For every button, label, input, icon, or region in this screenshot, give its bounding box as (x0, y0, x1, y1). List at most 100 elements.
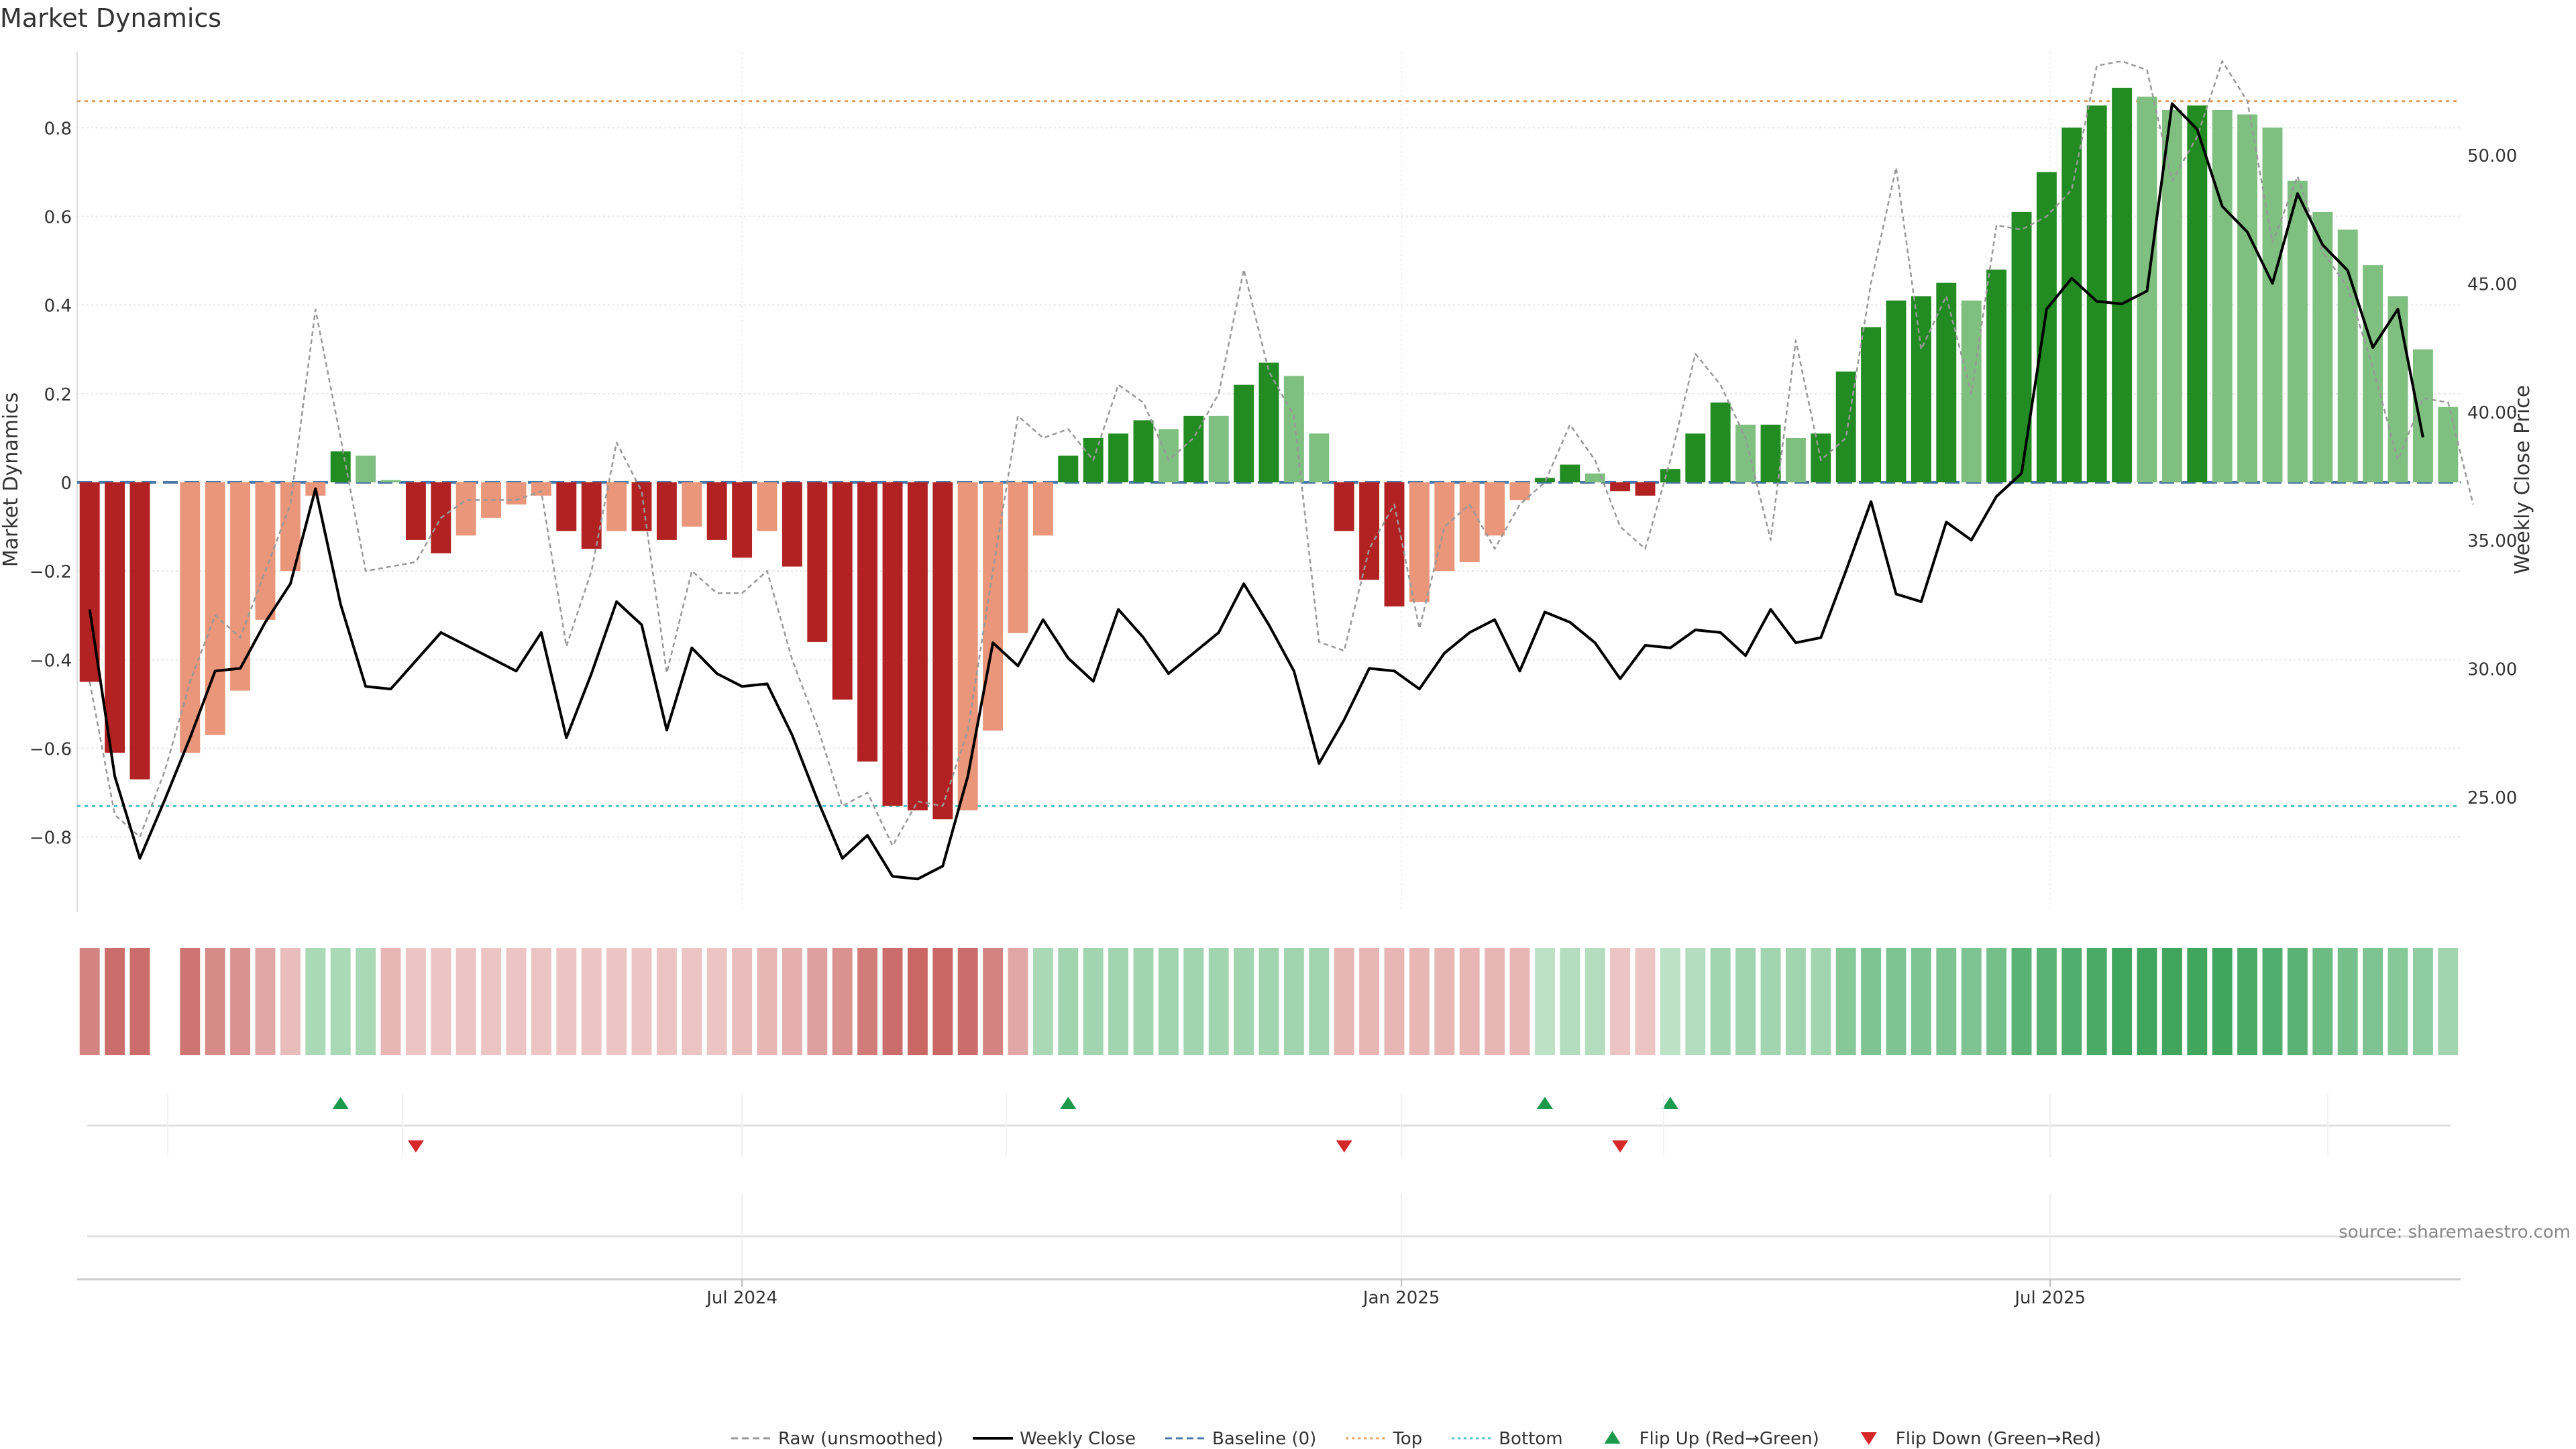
heat-cell (1409, 948, 1430, 1055)
bar (1334, 482, 1354, 531)
heat-cell (983, 948, 1004, 1055)
y-tick-label: −0.4 (30, 651, 72, 671)
heat-cell (1283, 948, 1304, 1055)
heat-cell (2287, 948, 2308, 1055)
y-tick-label: 0.6 (44, 208, 72, 228)
heat-cell (706, 948, 727, 1055)
heat-cell (932, 948, 953, 1055)
heat-cell (2137, 948, 2157, 1055)
bar (1133, 420, 1154, 482)
heat-cell (2337, 948, 2358, 1055)
legend-item: Raw (unsmoothed) (731, 1429, 943, 1449)
y-axis-left: 0.8 0.6 0.4 0.2 0 −0.2 −0.4 −0.6 −0.8 (30, 119, 72, 848)
heat-cell (2187, 948, 2208, 1055)
flip-up-marker (1536, 1097, 1553, 1109)
heat-cell (1309, 948, 1330, 1055)
bar (907, 482, 928, 811)
bar (2312, 211, 2333, 482)
heat-cell (380, 948, 401, 1055)
bar (1710, 402, 1731, 482)
x-tick-label: Jul 2025 (2013, 1288, 2086, 1308)
heat-cell (606, 948, 627, 1055)
heat-cell (2412, 948, 2433, 1055)
legend-item: Top (1346, 1429, 1422, 1449)
bar (255, 482, 276, 620)
bar (581, 482, 602, 549)
heat-cell (2237, 948, 2258, 1055)
heat-cell (481, 948, 502, 1055)
heat-cell (1058, 948, 1079, 1055)
heat-cell (455, 948, 476, 1055)
y2-tick-label: 30.00 (2467, 659, 2517, 680)
bar (1936, 282, 1957, 482)
bar (205, 482, 225, 735)
heat-cell (1158, 948, 1179, 1055)
heat-cell (1133, 948, 1154, 1055)
legend-item: Bottom (1452, 1429, 1563, 1449)
flip-up-marker (1060, 1097, 1077, 1109)
bar (1660, 469, 1680, 482)
bar (2161, 109, 2182, 482)
lower-panel (87, 1194, 2451, 1278)
heat-cell (807, 948, 828, 1055)
y-axis-right: 50.00 45.00 40.00 35.00 30.00 25.00 (2467, 146, 2517, 808)
heat-cell (2363, 948, 2383, 1055)
legend-item: Flip Down (Green→Red) (1860, 1429, 2101, 1449)
heat-cell (1083, 948, 1104, 1055)
series-line (88, 102, 2424, 881)
bar (180, 482, 201, 753)
flip-markers (87, 1093, 2451, 1157)
y-tick-label: 0.2 (44, 385, 72, 405)
bar (531, 482, 551, 496)
bar (1384, 482, 1405, 607)
y2-tick-label: 50.00 (2467, 146, 2517, 166)
y-tick-label: 0 (60, 474, 72, 494)
bar (1208, 415, 1229, 482)
bar (230, 482, 251, 691)
heat-cell (330, 948, 351, 1055)
heat-cell (1459, 948, 1480, 1055)
heat-cell (2011, 948, 2032, 1055)
bar (2337, 229, 2358, 482)
heat-cell (2438, 948, 2459, 1055)
bar (1434, 482, 1455, 572)
heat-cell (907, 948, 928, 1055)
bar (405, 482, 426, 540)
bar (1861, 327, 1882, 482)
heat-cell (1384, 948, 1405, 1055)
bar (1685, 433, 1706, 482)
heat-cell (1861, 948, 1882, 1055)
heat-cell (1660, 948, 1680, 1055)
heat-cell (2112, 948, 2133, 1055)
legend-label: Flip Up (Red→Green) (1640, 1429, 1819, 1449)
bar (2011, 211, 2032, 482)
heat-cell (2312, 948, 2333, 1055)
bar (1635, 482, 1656, 496)
bar (380, 480, 401, 482)
bar (957, 482, 978, 811)
legend-item: Weekly Close (973, 1429, 1136, 1449)
bar (1359, 482, 1380, 580)
heat-cell (832, 948, 853, 1055)
heat-cell (631, 948, 652, 1055)
bar (2438, 407, 2459, 482)
bar (782, 482, 802, 567)
heat-cell (1811, 948, 1831, 1055)
heat-cell (1610, 948, 1631, 1055)
y-tick-label: 0.8 (44, 119, 72, 139)
y2-tick-label: 25.00 (2467, 788, 2517, 808)
source-note: source: sharemaestro.com (2339, 1222, 2571, 1242)
bar (2237, 114, 2258, 483)
y-axis-label: Market Dynamics (0, 392, 23, 568)
bar (330, 451, 351, 482)
y-tick-label: −0.6 (30, 739, 72, 759)
heat-cell (1258, 948, 1279, 1055)
heat-cell (1986, 948, 2007, 1055)
bar (732, 482, 753, 558)
bar (2112, 87, 2133, 483)
bar (2061, 127, 2082, 482)
bar (2262, 127, 2283, 482)
heat-cell (1485, 948, 1505, 1055)
heat-cell (1710, 948, 1731, 1055)
